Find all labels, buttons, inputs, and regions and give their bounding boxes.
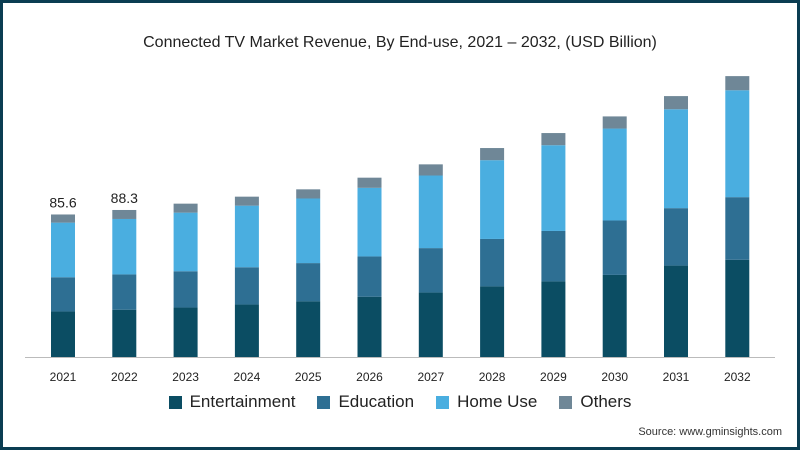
x-tick-label-2029: 2029: [540, 370, 567, 384]
bar-education-2026: [357, 256, 382, 297]
bar-education-2028: [480, 238, 505, 287]
bar-home-use-2030: [602, 128, 627, 221]
legend-label-others: Others: [580, 392, 632, 411]
bar-others-2028: [480, 148, 505, 161]
bar-others-2026: [357, 177, 382, 188]
bar-others-2025: [296, 189, 321, 199]
legend-swatch-home-use: [436, 395, 450, 409]
x-tick-label-2024: 2024: [234, 370, 261, 384]
chart-title: Connected TV Market Revenue, By End-use,…: [143, 34, 657, 51]
bar-education-2032: [725, 197, 750, 260]
bar-education-2021: [51, 277, 75, 312]
bar-entertainment-2031: [664, 265, 688, 357]
bar-home-use-2031: [664, 109, 688, 209]
bar-education-2023: [173, 271, 198, 308]
legend-swatch-entertainment: [168, 395, 182, 409]
x-tick-label-2022: 2022: [111, 370, 138, 384]
x-tick-label-2030: 2030: [601, 370, 628, 384]
bar-entertainment-2021: [51, 311, 75, 357]
bar-entertainment-2032: [725, 259, 750, 357]
legend-swatch-education: [317, 395, 331, 409]
bar-education-2025: [296, 263, 321, 302]
legend-item-home-use: Home Use: [436, 392, 537, 412]
data-label-2022: 88.3: [111, 190, 138, 206]
legend-label-education: Education: [338, 392, 415, 411]
bar-others-2032: [725, 76, 750, 91]
bar-entertainment-2028: [480, 286, 505, 357]
x-tick-label-2023: 2023: [172, 370, 199, 384]
bar-entertainment-2030: [602, 274, 627, 357]
bar-home-use-2023: [173, 212, 198, 272]
legend-label-entertainment: Entertainment: [189, 392, 296, 411]
legend-item-education: Education: [317, 392, 414, 412]
x-tick-label-2025: 2025: [295, 370, 322, 384]
x-tick-label-2026: 2026: [356, 370, 383, 384]
bar-home-use-2026: [357, 187, 382, 257]
data-label-2021: 85.6: [49, 194, 76, 210]
bar-education-2024: [234, 267, 259, 305]
bar-entertainment-2027: [418, 292, 443, 357]
bar-others-2029: [541, 133, 566, 146]
bar-entertainment-2022: [112, 309, 137, 357]
bar-entertainment-2023: [173, 307, 198, 357]
legend: Entertainment Education Home Use Others: [0, 392, 800, 412]
bar-entertainment-2029: [541, 281, 566, 357]
bar-others-2023: [173, 203, 198, 213]
bar-home-use-2022: [112, 218, 137, 275]
bar-home-use-2024: [234, 205, 259, 268]
bar-home-use-2027: [418, 175, 443, 249]
legend-item-entertainment: Entertainment: [168, 392, 296, 412]
bar-education-2031: [664, 208, 688, 266]
bar-others-2030: [602, 116, 627, 129]
bar-others-2031: [664, 96, 688, 110]
bar-home-use-2032: [725, 90, 750, 198]
legend-item-others: Others: [559, 392, 631, 412]
bar-others-2022: [112, 209, 137, 219]
bar-education-2022: [112, 274, 137, 310]
x-tick-label-2027: 2027: [417, 370, 444, 384]
bar-education-2027: [418, 248, 443, 293]
source-note: Source: www.gminsights.com: [638, 426, 782, 438]
bar-entertainment-2024: [234, 304, 259, 357]
bar-home-use-2025: [296, 198, 321, 264]
bar-home-use-2028: [480, 160, 505, 239]
bar-home-use-2029: [541, 145, 566, 231]
bar-others-2024: [234, 196, 259, 206]
legend-label-home-use: Home Use: [457, 392, 538, 411]
x-tick-label-2021: 2021: [50, 370, 77, 384]
x-tick-label-2032: 2032: [724, 370, 751, 384]
bar-home-use-2021: [51, 222, 75, 278]
bar-education-2029: [541, 230, 566, 282]
x-tick-label-2028: 2028: [479, 370, 506, 384]
bar-entertainment-2026: [357, 296, 382, 357]
bar-education-2030: [602, 220, 627, 275]
x-tick-label-2031: 2031: [663, 370, 690, 384]
bar-entertainment-2025: [296, 301, 321, 357]
legend-swatch-others: [559, 395, 573, 409]
bar-others-2027: [418, 164, 443, 176]
bar-others-2021: [51, 214, 75, 223]
